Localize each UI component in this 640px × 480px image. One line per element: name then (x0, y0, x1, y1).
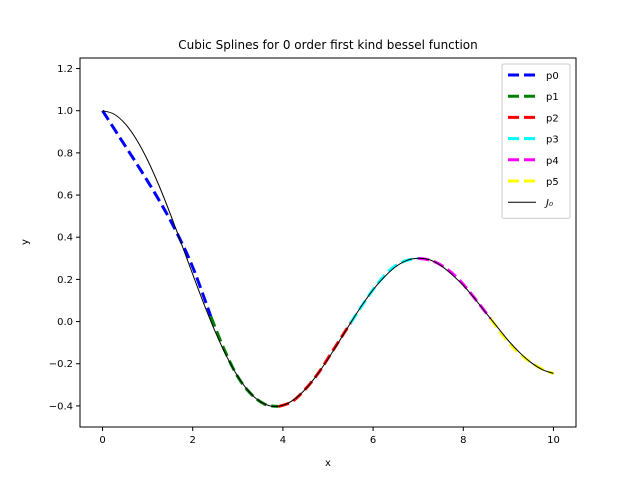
y-tick-label: −0.4 (49, 401, 73, 412)
axes-frame (79, 57, 577, 428)
legend-label: J₀ (544, 198, 553, 209)
legend-label: p2 (546, 113, 559, 124)
x-tick-label: 6 (370, 435, 376, 446)
legend-label: p4 (546, 156, 559, 167)
series-line-p5 (489, 317, 554, 375)
y-tick-label: 1.0 (57, 106, 73, 117)
series-line-j0 (102, 110, 554, 407)
y-tick-label: 0.4 (57, 233, 73, 244)
legend-box (501, 63, 571, 219)
y-tick-label: 1.2 (57, 64, 73, 75)
y-tick-label: 0.8 (57, 148, 73, 159)
x-tick-label: 10 (547, 435, 560, 446)
y-tick-label: 0.2 (57, 275, 73, 286)
x-tick-label: 4 (280, 435, 286, 446)
x-tick-label: 0 (99, 435, 105, 446)
y-tick-label: 0.6 (57, 191, 73, 202)
y-axis-label: y (20, 239, 31, 245)
y-tick-label: −0.2 (49, 359, 73, 370)
legend-label: p5 (546, 177, 559, 188)
axis-ticks: 0 2 4 6 8 10 −0.4 −0.2 0.0 0.2 0.4 0.6 0.8 1.0 1.2 (49, 64, 560, 446)
x-tick-label: 2 (190, 435, 196, 446)
legend: p0 p1 p2 p3 p4 p5 J₀ (501, 63, 571, 219)
legend-label: p0 (546, 71, 559, 82)
y-tick-label: 0.0 (57, 317, 73, 328)
legend-label: p1 (546, 92, 559, 103)
x-axis-label: x (325, 458, 331, 469)
chart-title: Cubic Splines for 0 order first kind bes… (178, 38, 478, 52)
series-line-p0 (101, 109, 213, 317)
plot-area (101, 109, 554, 409)
legend-label: p3 (546, 135, 559, 146)
x-tick-label: 8 (460, 435, 466, 446)
